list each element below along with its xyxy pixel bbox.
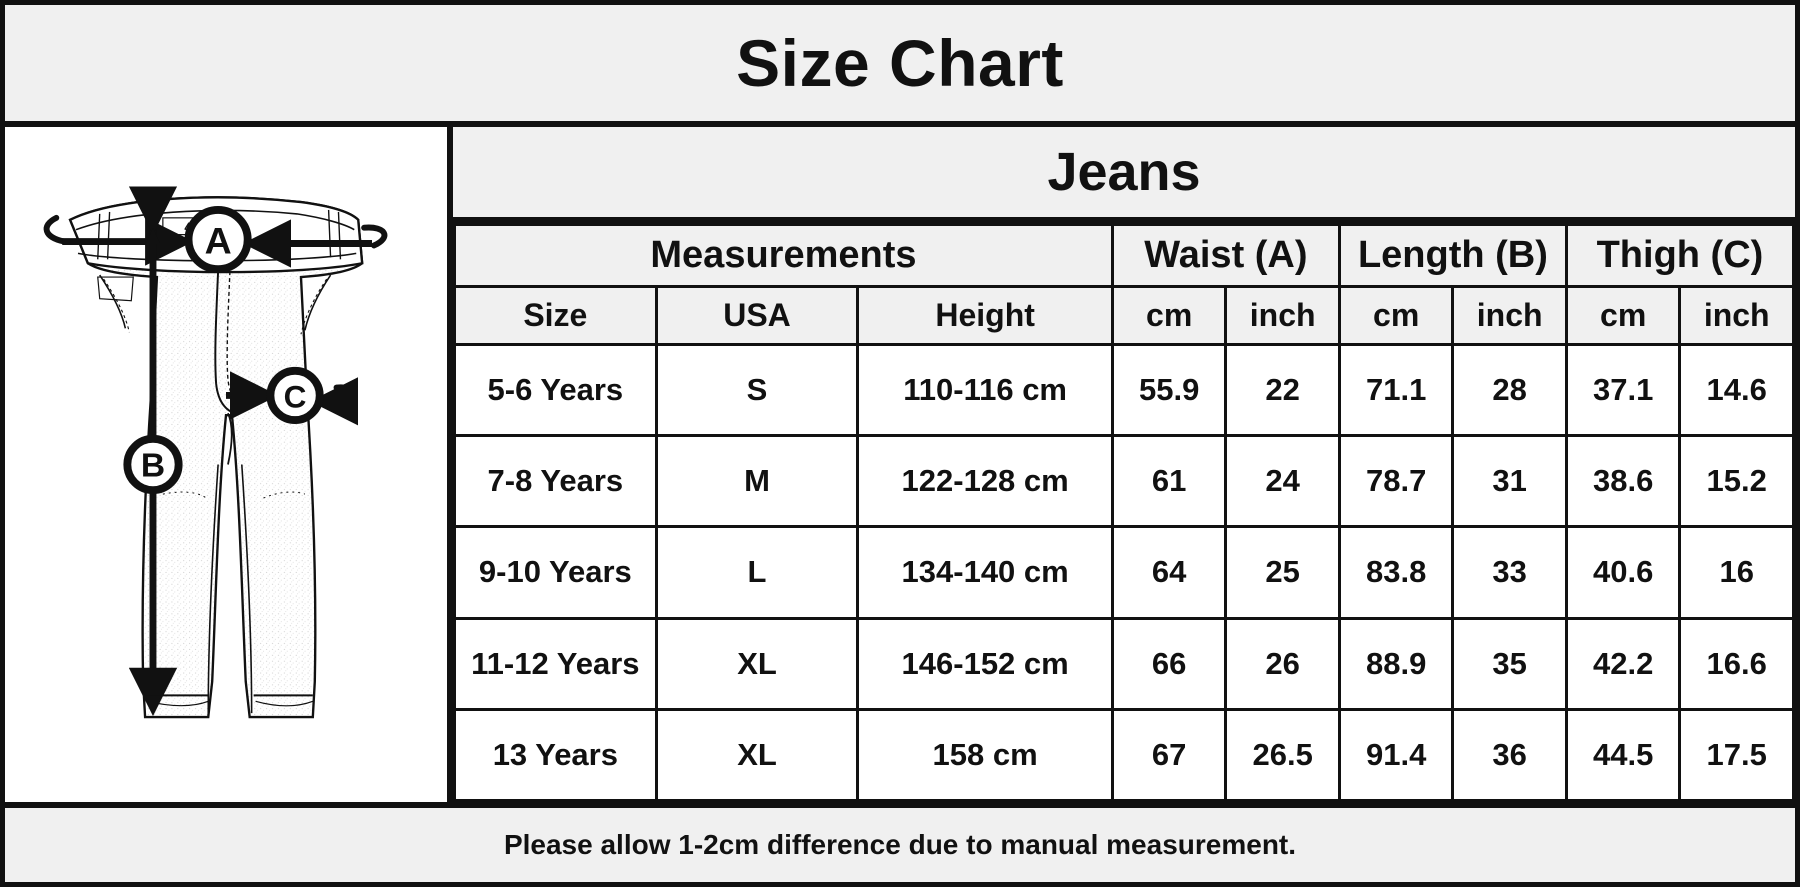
chart-body: 42 — [5, 127, 1796, 808]
cell-thigh-inch: 14.6 — [1678, 342, 1795, 438]
garment-title-bar: Jeans — [453, 127, 1795, 223]
cell-length-inch: 28 — [1451, 342, 1568, 438]
cell-height: 146-152 cm — [856, 616, 1114, 711]
cell-length-inch: 31 — [1451, 434, 1568, 529]
cell-length-cm: 78.7 — [1337, 434, 1455, 529]
table-row: 11-12 Years XL 146-152 cm 66 26 88.9 35 … — [453, 616, 1795, 711]
size-table-head: Measurements Waist (A) Length (B) Thigh … — [453, 223, 1796, 346]
cell-usa: S — [654, 342, 860, 438]
cell-length-inch: 33 — [1451, 525, 1568, 620]
garment-title: Jeans — [1047, 142, 1201, 202]
marker-c-label: C — [284, 378, 307, 414]
jeans-sketch-icon: 42 — [43, 186, 388, 719]
table-row: 13 Years XL 158 cm 67 26.5 91.4 36 44.5 … — [453, 707, 1795, 803]
cell-waist-cm: 64 — [1110, 525, 1228, 620]
col-header-thigh-cm: cm — [1564, 285, 1682, 346]
marker-b-length-arrow: B — [123, 186, 183, 717]
group-header-length: Length (B) — [1337, 223, 1568, 288]
size-table-pane: Jeans Measurements Waist (A) Length (B) … — [453, 127, 1796, 803]
col-header-height: Height — [856, 285, 1114, 346]
marker-a-waist-arrow: A — [43, 206, 388, 274]
cell-height: 122-128 cm — [856, 434, 1114, 529]
cell-usa: XL — [654, 616, 860, 711]
cell-height: 134-140 cm — [856, 525, 1114, 620]
cell-length-inch: 35 — [1451, 616, 1568, 711]
group-header-row: Measurements Waist (A) Length (B) Thigh … — [453, 223, 1796, 288]
footer-note-bar: Please allow 1-2cm difference due to man… — [5, 808, 1795, 882]
cell-length-cm: 88.9 — [1337, 616, 1455, 711]
cell-waist-cm: 61 — [1110, 434, 1228, 529]
jeans-body-shape: 42 — [68, 196, 364, 719]
cell-usa: L — [654, 525, 860, 620]
cell-length-cm: 71.1 — [1337, 342, 1455, 438]
cell-waist-cm: 66 — [1110, 616, 1228, 711]
col-header-waist-inch: inch — [1224, 285, 1341, 346]
cell-thigh-inch: 16.6 — [1678, 616, 1795, 711]
cell-size: 7-8 Years — [453, 434, 658, 529]
cell-thigh-cm: 42.2 — [1564, 616, 1682, 711]
cell-waist-cm: 55.9 — [1110, 342, 1228, 438]
cell-length-cm: 83.8 — [1337, 525, 1455, 620]
page-title: Size Chart — [736, 26, 1064, 100]
cell-waist-inch: 22 — [1224, 342, 1341, 438]
jeans-illustration-cell: 42 — [5, 127, 453, 802]
cell-thigh-cm: 37.1 — [1564, 342, 1682, 438]
cell-thigh-cm: 40.6 — [1564, 525, 1682, 620]
cell-size: 13 Years — [453, 707, 658, 803]
marker-a-label: A — [205, 219, 232, 261]
cell-waist-inch: 26.5 — [1224, 707, 1341, 803]
sub-header-row: Size USA Height cm inch cm inch cm inch — [453, 285, 1795, 346]
size-table-body: 5-6 Years S 110-116 cm 55.9 22 71.1 28 3… — [453, 342, 1795, 803]
cell-usa: M — [654, 434, 860, 529]
col-header-length-cm: cm — [1337, 285, 1455, 346]
marker-b-label: B — [141, 447, 165, 484]
size-table: Measurements Waist (A) Length (B) Thigh … — [453, 223, 1796, 803]
table-row: 5-6 Years S 110-116 cm 55.9 22 71.1 28 3… — [453, 342, 1795, 438]
cell-size: 9-10 Years — [453, 525, 658, 620]
chart-title-bar: Size Chart — [5, 5, 1795, 127]
col-header-thigh-inch: inch — [1678, 285, 1795, 346]
marker-c-thigh-arrow: C — [226, 366, 359, 426]
col-header-size: Size — [453, 285, 658, 346]
cell-thigh-inch: 15.2 — [1678, 434, 1795, 529]
cell-size: 5-6 Years — [453, 342, 658, 438]
col-header-waist-cm: cm — [1110, 285, 1228, 346]
cell-thigh-cm: 44.5 — [1564, 707, 1682, 803]
col-header-length-inch: inch — [1451, 285, 1568, 346]
table-row: 9-10 Years L 134-140 cm 64 25 83.8 33 40… — [453, 525, 1795, 620]
cell-waist-inch: 26 — [1224, 616, 1341, 711]
cell-usa: XL — [654, 707, 860, 803]
cell-thigh-inch: 16 — [1678, 525, 1795, 620]
cell-height: 158 cm — [856, 707, 1114, 803]
cell-waist-inch: 25 — [1224, 525, 1341, 620]
cell-length-cm: 91.4 — [1337, 707, 1455, 803]
footer-note-text: Please allow 1-2cm difference due to man… — [503, 829, 1297, 860]
cell-thigh-inch: 17.5 — [1678, 707, 1795, 803]
cell-size: 11-12 Years — [453, 616, 658, 711]
cell-thigh-cm: 38.6 — [1564, 434, 1682, 529]
group-header-thigh: Thigh (C) — [1564, 223, 1796, 288]
table-row: 7-8 Years M 122-128 cm 61 24 78.7 31 38.… — [453, 434, 1795, 529]
col-header-usa: USA — [654, 285, 860, 346]
group-header-measurements: Measurements — [453, 223, 1114, 288]
cell-length-inch: 36 — [1451, 707, 1568, 803]
group-header-waist: Waist (A) — [1110, 223, 1341, 288]
cell-height: 110-116 cm — [856, 342, 1114, 438]
cell-waist-cm: 67 — [1110, 707, 1228, 803]
cell-waist-inch: 24 — [1224, 434, 1341, 529]
